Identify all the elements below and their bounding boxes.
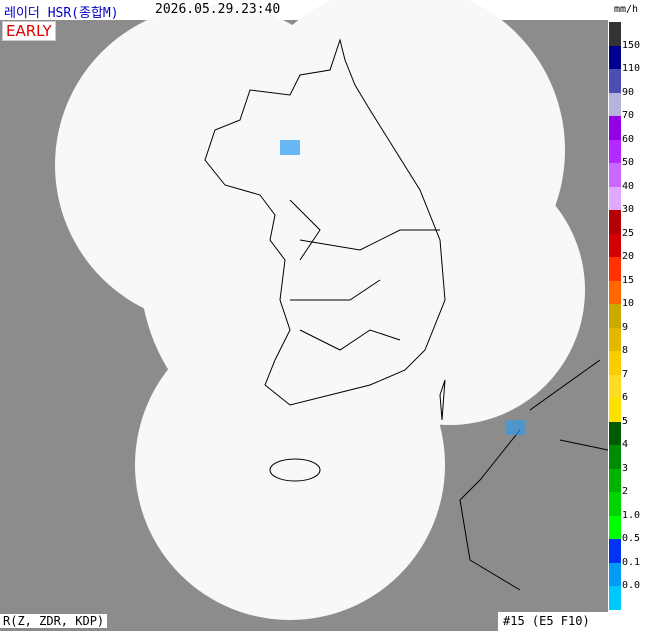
legend-swatch (609, 139, 621, 164)
legend-swatch (609, 351, 621, 375)
legend-swatch (609, 445, 621, 469)
legend-label: 8 (622, 345, 629, 357)
legend-label: 6 (622, 392, 629, 404)
legend-swatch (609, 304, 621, 328)
legend-swatch (609, 515, 621, 540)
legend-label: 7 (622, 368, 629, 380)
legend-swatch (609, 421, 621, 446)
legend-swatch (609, 257, 621, 281)
method: R(Z, ZDR, KDP) (0, 614, 108, 628)
legend-swatch (609, 562, 621, 587)
legend-swatch (609, 233, 621, 258)
legend-swatch (609, 186, 621, 211)
legend-swatch (609, 374, 621, 399)
legend-swatch (609, 468, 621, 493)
title: 레이더 HSR(종합M) (4, 6, 119, 21)
legend-label: 0.1 (622, 556, 641, 568)
legend-swatch (609, 492, 621, 516)
legend-label: 10 (622, 298, 635, 310)
timestamp: 2026.05.29.23:40 (155, 2, 281, 17)
legend-swatch (609, 45, 621, 70)
legend-label: 1.0 (622, 509, 641, 521)
legend-swatch (609, 398, 621, 422)
legend-label: 2 (622, 486, 629, 498)
legend-label: 25 (622, 227, 635, 239)
legend-label: 60 (622, 133, 635, 145)
legend-swatch (609, 586, 621, 610)
echo (280, 140, 525, 435)
legend-label: 50 (622, 157, 635, 169)
coverage (55, 0, 585, 620)
legend-label: 90 (622, 86, 635, 98)
legend-label: 0.0 (622, 580, 641, 592)
legend-label: 70 (622, 110, 635, 122)
legend-label: 3 (622, 462, 629, 474)
legend-swatch (609, 92, 621, 117)
info: #15 (E5 F10) (500, 614, 593, 628)
legend-swatch (609, 539, 621, 563)
legend-label: 40 (622, 180, 635, 192)
legend-label: 30 (622, 204, 635, 216)
coastline (204, 38, 609, 591)
legend-label: 110 (622, 63, 641, 75)
legend-unit: mm/h (614, 4, 639, 15)
legend-label: 9 (622, 321, 629, 333)
legend-label: 5 (622, 415, 629, 427)
legend-label: 20 (622, 251, 635, 263)
legend-label: 4 (622, 439, 629, 451)
legend-swatch (609, 163, 621, 187)
legend-label: 15 (622, 274, 635, 286)
legend-label: 0.5 (622, 533, 641, 545)
legend-label: 150 (622, 39, 641, 51)
legend-top (609, 22, 621, 46)
legend-swatch (609, 327, 621, 352)
legend-swatch (609, 280, 621, 305)
legend-swatch (609, 210, 621, 234)
legend-swatch (609, 116, 621, 140)
legend-swatch (609, 69, 621, 93)
badge: EARLY (2, 21, 56, 41)
